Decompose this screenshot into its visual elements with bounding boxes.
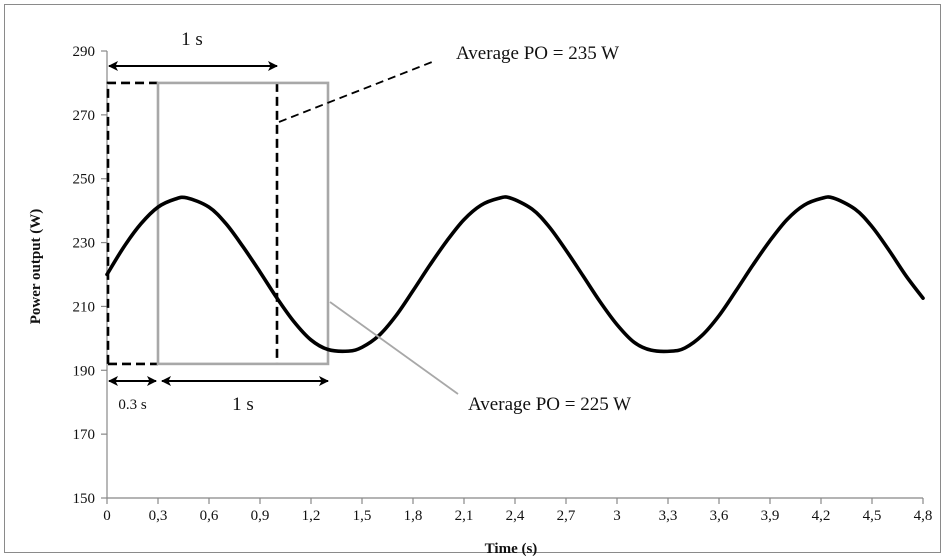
- gray-averaging-window: [156, 81, 330, 366]
- x-tick-label: 3: [613, 508, 621, 524]
- axes: [106, 51, 923, 499]
- x-tick-label: 4,5: [863, 508, 882, 524]
- chart-frame: [4, 4, 941, 553]
- x-tick-label: 0,6: [200, 508, 219, 524]
- y-axis-title: Power output (W): [28, 209, 44, 325]
- y-tick-label: 150: [73, 491, 96, 507]
- y-ticks: 150 170 190 210 230 250 270 290: [73, 44, 107, 507]
- power-output-line: [105, 195, 925, 354]
- averaging-windows: [106, 81, 330, 366]
- y-tick-label: 290: [73, 44, 96, 60]
- x-ticks: 0 0,3 0,6 0,9 1,2 1,5 1,8 2,1 2,4 2,7 3 3,3 3,6 3,9 4,…: [103, 498, 932, 524]
- y-tick-label: 210: [73, 299, 96, 315]
- x-axis-title: Time (s): [485, 541, 538, 557]
- x-tick-label: 1,5: [353, 508, 372, 524]
- y-tick-label: 270: [73, 108, 96, 124]
- label-average-225: Average PO = 225 W: [468, 394, 631, 415]
- duration-arrows: [108, 61, 329, 386]
- y-tick-label: 230: [73, 236, 96, 252]
- y-tick-label: 170: [73, 427, 96, 443]
- x-tick-label: 3,9: [761, 508, 780, 524]
- y-tick-label: 190: [73, 363, 96, 379]
- x-tick-label: 3,3: [659, 508, 678, 524]
- x-tick-label: 2,1: [455, 508, 474, 524]
- leader-line-gray: [329, 301, 459, 395]
- x-tick-label: 3,6: [710, 508, 729, 524]
- leader-line-dashed: [278, 61, 433, 123]
- x-tick-label: 0,3: [149, 508, 168, 524]
- x-tick-label: 0: [103, 508, 111, 524]
- y-tick-label: 250: [73, 172, 96, 188]
- x-tick-label: 2,4: [506, 508, 525, 524]
- x-tick-label: 2,7: [557, 508, 576, 524]
- x-tick-label: 0,9: [251, 508, 270, 524]
- x-tick-label: 4,2: [812, 508, 831, 524]
- x-tick-label: 1,2: [302, 508, 321, 524]
- x-tick-label: 1,8: [404, 508, 423, 524]
- label-1s-bottom: 1 s: [232, 394, 254, 415]
- label-average-235: Average PO = 235 W: [456, 43, 619, 64]
- x-tick-label: 4,8: [914, 508, 933, 524]
- label-03s: 0.3 s: [118, 397, 147, 413]
- dashed-averaging-window: [106, 81, 279, 366]
- label-1s-top: 1 s: [181, 29, 203, 50]
